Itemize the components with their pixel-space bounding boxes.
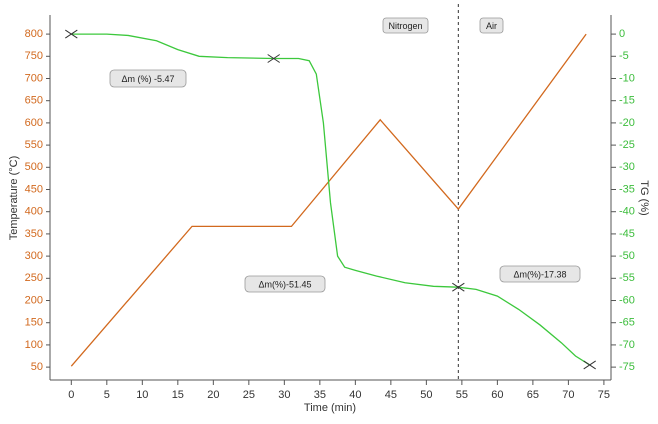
- annotation-text: Air: [486, 21, 497, 31]
- annotation-box: [479, 17, 504, 34]
- annotation-text: Δm(%)-51.45: [258, 279, 311, 289]
- series-line: [70, 33, 587, 367]
- y2-tick-label: -15: [619, 95, 635, 107]
- y2-tick-label: -50: [619, 250, 635, 262]
- annotation-text: Nitrogen: [388, 21, 422, 31]
- y2-tick-label: -25: [619, 139, 635, 151]
- y2-tick-label: -70: [619, 339, 635, 351]
- step-marker: [583, 360, 596, 370]
- x-tick-label: 20: [207, 389, 219, 401]
- y-tick-label: 550: [25, 139, 43, 151]
- x-tick-label: 10: [136, 389, 148, 401]
- step-marker: [65, 29, 78, 39]
- x-tick-label: 0: [68, 389, 74, 401]
- y-tick-label: 300: [25, 250, 43, 262]
- y-tick-label: 450: [25, 183, 43, 195]
- annotation-text: Δm (%) -5.47: [121, 74, 174, 84]
- y-tick-label: 600: [25, 117, 43, 129]
- annotation-box: [109, 69, 187, 88]
- x-tick-label: 75: [598, 389, 610, 401]
- y-tick-label: 800: [25, 28, 43, 40]
- x-tick-label: 55: [456, 389, 468, 401]
- y2-tick-label: -75: [619, 361, 635, 373]
- x-tick-label: 65: [527, 389, 539, 401]
- y2-tick-label: -55: [619, 272, 635, 284]
- x-tick-label: 70: [562, 389, 574, 401]
- annotation-box: [382, 17, 429, 34]
- y2-tick-label: -45: [619, 228, 635, 240]
- y2-tick-label: -35: [619, 183, 635, 195]
- y2-tick-label: -10: [619, 72, 635, 84]
- y2-tick-label: -5: [619, 50, 629, 62]
- y-tick-label: 750: [25, 50, 43, 62]
- x-tick-label: 30: [278, 389, 290, 401]
- y-tick-label: 100: [25, 339, 43, 351]
- annotation-text: Δm(%)-17.38: [513, 269, 566, 279]
- y2-axis-label: TG (%): [638, 180, 650, 215]
- step-marker: [452, 282, 465, 292]
- x-tick-label: 15: [172, 389, 184, 401]
- x-tick-label: 5: [104, 389, 110, 401]
- y-tick-label: 50: [31, 361, 43, 373]
- y-tick-label: 150: [25, 317, 43, 329]
- y-tick-label: 500: [25, 161, 43, 173]
- x-tick-label: 35: [314, 389, 326, 401]
- y-axis-label: Temperature (°C): [8, 156, 20, 240]
- annotation-box: [499, 265, 581, 283]
- x-tick-label: 50: [420, 389, 432, 401]
- x-tick-label: 25: [243, 389, 255, 401]
- y2-tick-label: -60: [619, 294, 635, 306]
- y-tick-label: 400: [25, 206, 43, 218]
- y-tick-label: 650: [25, 95, 43, 107]
- y2-tick-label: 0: [619, 28, 625, 40]
- series-line: [71, 33, 591, 366]
- annotation-box: [244, 275, 326, 293]
- y-tick-label: 350: [25, 228, 43, 240]
- step-marker: [267, 54, 280, 63]
- x-tick-label: 40: [349, 389, 361, 401]
- y2-tick-label: -30: [619, 161, 635, 173]
- y2-tick-label: -40: [619, 206, 635, 218]
- x-tick-label: 45: [385, 389, 397, 401]
- y2-tick-label: -20: [619, 117, 635, 129]
- x-tick-label: 60: [491, 389, 503, 401]
- y-tick-label: 200: [25, 294, 43, 306]
- y-tick-label: 700: [25, 72, 43, 84]
- y-tick-label: 250: [25, 272, 43, 284]
- x-axis-label: Time (min): [304, 402, 356, 414]
- y2-tick-label: -65: [619, 317, 635, 329]
